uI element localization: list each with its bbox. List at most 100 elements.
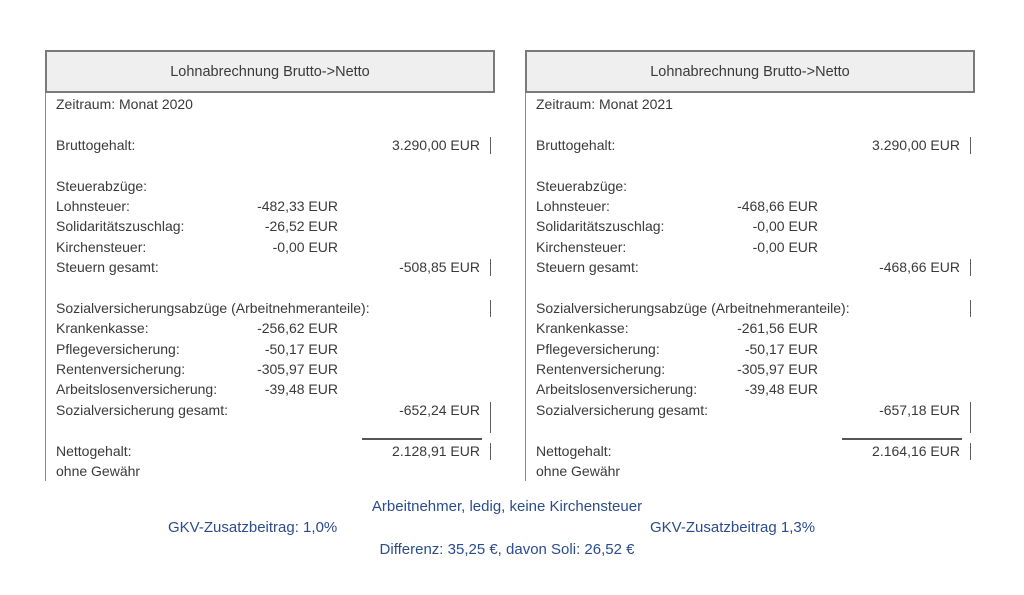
row-sum-rule (56, 420, 495, 440)
steuern-gesamt-label: Steuern gesamt: (536, 259, 639, 276)
cell-border-tick (969, 401, 971, 433)
lohnsteuer-value: -468,66 EUR (737, 197, 818, 214)
row-krankenkasse: Krankenkasse: -256,62 EUR (56, 318, 495, 338)
sum-rule-line (362, 437, 482, 440)
solidaritaetszuschlag-value: -0,00 EUR (752, 218, 818, 235)
row-sozialversicherung-section: Sozialversicherungsabzüge (Arbeitnehmera… (56, 298, 495, 318)
cell-border-tick (489, 259, 491, 277)
disclaimer-label: ohne Gewähr (536, 463, 621, 480)
row-solidaritaetszuschlag: Solidaritätszuschlag: -0,00 EUR (536, 216, 975, 236)
panel-body-2020: Zeitraum: Monat 2020 Bruttogehalt: 3.290… (45, 93, 495, 482)
row-solidaritaetszuschlag: Solidaritätszuschlag: -26,52 EUR (56, 216, 495, 236)
bruttogehalt-label: Bruttogehalt: (536, 136, 616, 153)
cell-border-tick (969, 299, 971, 317)
nettogehalt-value: 2.164,16 EUR (872, 442, 960, 459)
row-krankenkasse: Krankenkasse: -261,56 EUR (536, 318, 975, 338)
panel-body-2021: Zeitraum: Monat 2021 Bruttogehalt: 3.290… (525, 93, 975, 482)
footer-gkv-2021: GKV-Zusatzbeitrag 1,3% (650, 519, 816, 536)
row-steuern-gesamt: Steuern gesamt: -508,85 EUR (56, 257, 495, 277)
payroll-panel-2021: Lohnabrechnung Brutto->Netto Zeitraum: M… (525, 50, 975, 482)
rentenversicherung-label: Rentenversicherung: (56, 361, 186, 378)
bruttogehalt-value: 3.290,00 EUR (392, 136, 480, 153)
sozialversicherung-gesamt-label: Sozialversicherung gesamt: (536, 401, 708, 418)
row-nettogehalt: Nettogehalt: 2.164,16 EUR (536, 441, 975, 461)
pflegeversicherung-label: Pflegeversicherung: (56, 340, 180, 357)
pflegeversicherung-label: Pflegeversicherung: (536, 340, 660, 357)
krankenkasse-value: -261,56 EUR (737, 320, 818, 337)
solidaritaetszuschlag-label: Solidaritätszuschlag: (56, 218, 185, 235)
rentenversicherung-value: -305,97 EUR (257, 361, 338, 378)
krankenkasse-label: Krankenkasse: (536, 320, 629, 337)
rentenversicherung-label: Rentenversicherung: (536, 361, 666, 378)
row-rentenversicherung: Rentenversicherung: -305,97 EUR (56, 359, 495, 379)
row-zeitraum: Zeitraum: Monat 2021 (536, 94, 975, 114)
zeitraum-label: Zeitraum: Monat 2020 (56, 96, 193, 112)
row-arbeitslosenversicherung: Arbeitslosenversicherung: -39,48 EUR (56, 379, 495, 399)
row-blank (56, 114, 495, 134)
row-arbeitslosenversicherung: Arbeitslosenversicherung: -39,48 EUR (536, 379, 975, 399)
pflegeversicherung-value: -50,17 EUR (744, 340, 818, 357)
cell-border-tick (489, 442, 491, 460)
arbeitslosenversicherung-label: Arbeitslosenversicherung: (536, 381, 698, 398)
steuerabzuege-label: Steuerabzüge: (536, 177, 628, 194)
row-disclaimer: ohne Gewähr (56, 461, 495, 481)
lohnsteuer-label: Lohnsteuer: (56, 197, 130, 214)
row-pflegeversicherung: Pflegeversicherung: -50,17 EUR (536, 339, 975, 359)
arbeitslosenversicherung-value: -39,48 EUR (744, 381, 818, 398)
row-bruttogehalt: Bruttogehalt: 3.290,00 EUR (536, 135, 975, 155)
row-lohnsteuer: Lohnsteuer: -482,33 EUR (56, 196, 495, 216)
panel-title: Lohnabrechnung Brutto->Netto (170, 63, 370, 80)
solidaritaetszuschlag-label: Solidaritätszuschlag: (536, 218, 665, 235)
row-steuern-gesamt: Steuern gesamt: -468,66 EUR (536, 257, 975, 277)
sozialversicherung-gesamt-value: -657,18 EUR (879, 401, 960, 418)
kirchensteuer-value: -0,00 EUR (272, 238, 338, 255)
row-disclaimer: ohne Gewähr (536, 461, 975, 481)
panel-header-2021: Lohnabrechnung Brutto->Netto (525, 50, 975, 93)
row-bruttogehalt: Bruttogehalt: 3.290,00 EUR (56, 135, 495, 155)
row-blank (56, 155, 495, 175)
row-zeitraum: Zeitraum: Monat 2020 (56, 94, 495, 114)
panel-header-2020: Lohnabrechnung Brutto->Netto (45, 50, 495, 93)
kirchensteuer-value: -0,00 EUR (752, 238, 818, 255)
cell-border-tick (489, 136, 491, 154)
row-kirchensteuer: Kirchensteuer: -0,00 EUR (536, 237, 975, 257)
bruttogehalt-label: Bruttogehalt: (56, 136, 136, 153)
lohnsteuer-value: -482,33 EUR (257, 197, 338, 214)
row-blank (536, 278, 975, 298)
row-steuerabzuege-section: Steuerabzüge: (536, 176, 975, 196)
kirchensteuer-label: Kirchensteuer: (536, 238, 627, 255)
cell-border-tick (969, 442, 971, 460)
steuern-gesamt-value: -508,85 EUR (399, 259, 480, 276)
cell-border-tick (969, 259, 971, 277)
row-sozialversicherung-gesamt: Sozialversicherung gesamt: -652,24 EUR (56, 400, 495, 433)
row-sozialversicherung-section: Sozialversicherungsabzüge (Arbeitnehmera… (536, 298, 975, 318)
row-blank (56, 278, 495, 298)
sozialversicherung-section-label: Sozialversicherungsabzüge (Arbeitnehmera… (536, 299, 850, 316)
kirchensteuer-label: Kirchensteuer: (56, 238, 147, 255)
rentenversicherung-value: -305,97 EUR (737, 361, 818, 378)
steuern-gesamt-value: -468,66 EUR (879, 259, 960, 276)
nettogehalt-label: Nettogehalt: (56, 442, 132, 459)
sum-rule-line (842, 437, 962, 440)
zeitraum-label: Zeitraum: Monat 2021 (536, 96, 673, 112)
row-sum-rule (536, 420, 975, 440)
bruttogehalt-value: 3.290,00 EUR (872, 136, 960, 153)
arbeitslosenversicherung-label: Arbeitslosenversicherung: (56, 381, 218, 398)
panel-title: Lohnabrechnung Brutto->Netto (650, 63, 850, 80)
row-sozialversicherung-gesamt: Sozialversicherung gesamt: -657,18 EUR (536, 400, 975, 433)
krankenkasse-label: Krankenkasse: (56, 320, 149, 337)
row-steuerabzuege-section: Steuerabzüge: (56, 176, 495, 196)
footer-employee-note: Arbeitnehmer, ledig, keine Kirchensteuer (371, 498, 643, 515)
steuerabzuege-label: Steuerabzüge: (56, 177, 148, 194)
row-kirchensteuer: Kirchensteuer: -0,00 EUR (56, 237, 495, 257)
nettogehalt-label: Nettogehalt: (536, 442, 612, 459)
sozialversicherung-gesamt-label: Sozialversicherung gesamt: (56, 401, 228, 418)
sozialversicherung-section-label: Sozialversicherungsabzüge (Arbeitnehmera… (56, 299, 370, 316)
cell-border-tick (489, 401, 491, 433)
footer-differenz-note: Differenz: 35,25 €, davon Soli: 26,52 € (379, 541, 635, 558)
arbeitslosenversicherung-value: -39,48 EUR (264, 381, 338, 398)
cell-border-tick (489, 299, 491, 317)
lohnsteuer-label: Lohnsteuer: (536, 197, 610, 214)
sozialversicherung-gesamt-value: -652,24 EUR (399, 401, 480, 418)
pflegeversicherung-value: -50,17 EUR (264, 340, 338, 357)
